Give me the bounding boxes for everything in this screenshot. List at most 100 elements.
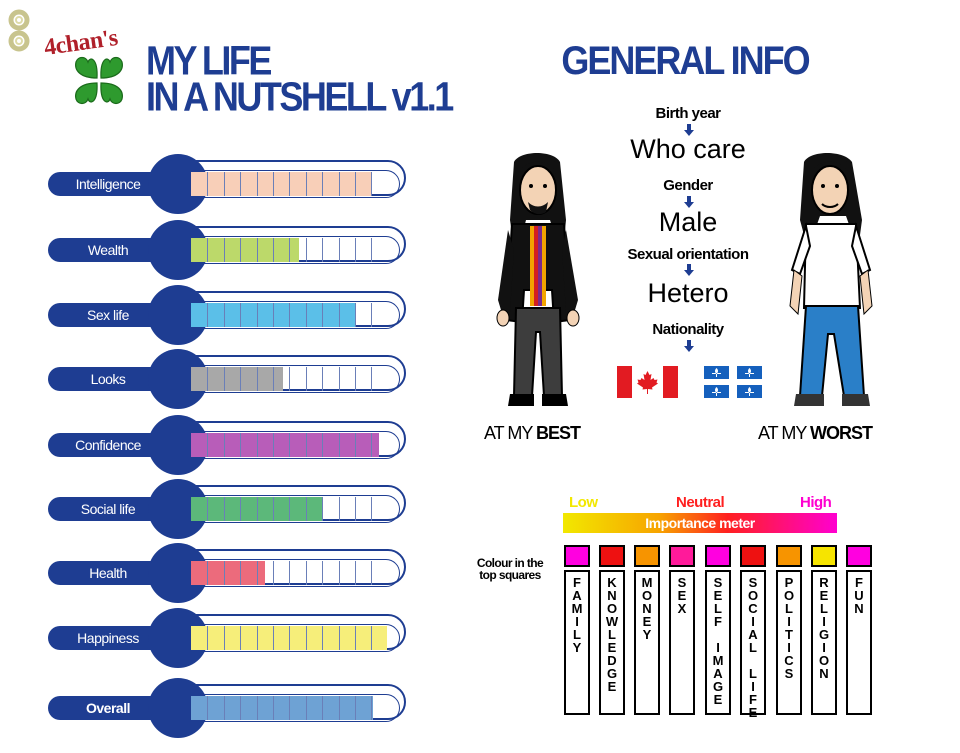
category-box bbox=[740, 570, 766, 715]
stat-segment-divider bbox=[305, 367, 307, 391]
stat-segment-divider bbox=[355, 238, 356, 262]
stat-segment-divider bbox=[256, 433, 258, 457]
category-label: K N O W L E D G E bbox=[605, 575, 619, 694]
stat-segment-divider bbox=[371, 696, 373, 720]
stat-segment-divider bbox=[371, 561, 373, 585]
stat-segment-divider bbox=[355, 561, 356, 585]
stat-label: Wealth bbox=[87, 242, 129, 258]
stat-segment-divider bbox=[305, 172, 307, 196]
stat-segment-divider bbox=[338, 497, 340, 521]
stat-segment-divider bbox=[223, 696, 225, 720]
stat-segment-divider bbox=[240, 238, 242, 262]
stat-segment-divider bbox=[305, 626, 307, 650]
stat-label: Overall bbox=[86, 700, 130, 716]
stat-segment-divider bbox=[289, 238, 291, 262]
stat-segment-divider bbox=[338, 626, 340, 650]
stat-segment-divider bbox=[207, 172, 209, 196]
stat-segment-divider bbox=[256, 561, 258, 585]
stat-segment-divider bbox=[207, 367, 209, 391]
category-column: M O N E Y bbox=[634, 545, 660, 715]
category-label: S E L F I M A G E bbox=[712, 575, 724, 707]
stat-segment-divider bbox=[355, 367, 356, 391]
corner-logo-icon bbox=[8, 9, 30, 52]
stat-row: Intelligence bbox=[48, 154, 410, 214]
stat-segment-divider bbox=[273, 561, 274, 585]
stat-segment-divider bbox=[355, 497, 356, 521]
category-label: S O C I A L L I F E bbox=[747, 575, 759, 720]
stat-segment-divider bbox=[207, 433, 209, 457]
stat-segment-divider bbox=[322, 238, 324, 262]
character-at-worst bbox=[789, 153, 873, 406]
stat-segment-divider bbox=[322, 303, 324, 327]
category-color-square[interactable] bbox=[705, 545, 731, 567]
stat-label: Sex life bbox=[87, 307, 129, 323]
stat-segment-divider bbox=[256, 497, 258, 521]
stat-segment-divider bbox=[273, 303, 274, 327]
stat-segment-divider bbox=[207, 696, 209, 720]
stat-fill bbox=[191, 696, 374, 720]
category-color-square[interactable] bbox=[776, 545, 802, 567]
category-box bbox=[776, 570, 802, 715]
stat-segment-divider bbox=[289, 433, 291, 457]
category-label: R E L I G I O N bbox=[818, 575, 830, 681]
category-label: F U N bbox=[854, 575, 864, 616]
stat-label: Happiness bbox=[77, 630, 139, 646]
stat-segment-divider bbox=[322, 433, 324, 457]
stat-label: Social life bbox=[80, 501, 136, 517]
nationality-label: Nationality bbox=[652, 321, 724, 338]
category-color-square[interactable] bbox=[634, 545, 660, 567]
stat-segment-divider bbox=[273, 433, 274, 457]
stat-segment-divider bbox=[289, 626, 291, 650]
stat-segment-divider bbox=[371, 433, 373, 457]
category-color-square[interactable] bbox=[669, 545, 695, 567]
stat-segment-divider bbox=[223, 367, 225, 391]
stat-segment-divider bbox=[256, 367, 258, 391]
meter-low-label: Low bbox=[569, 494, 598, 511]
stat-segment-divider bbox=[240, 497, 242, 521]
stat-label: Confidence bbox=[75, 437, 141, 453]
stat-segment-divider bbox=[355, 626, 356, 650]
arrow-down-icon bbox=[684, 196, 694, 208]
stat-segment-divider bbox=[207, 626, 209, 650]
category-color-square[interactable] bbox=[564, 545, 590, 567]
stat-fill bbox=[191, 172, 372, 196]
category-color-square[interactable] bbox=[599, 545, 625, 567]
birth-year-label: Birth year bbox=[655, 105, 721, 122]
stat-segment-divider bbox=[223, 497, 225, 521]
stat-segment-divider bbox=[338, 367, 340, 391]
meter-neutral-label: Neutral bbox=[676, 494, 725, 511]
stat-tube-inner bbox=[190, 559, 400, 587]
stat-segment-divider bbox=[305, 433, 307, 457]
stat-row: Wealth bbox=[48, 220, 410, 280]
stat-segment-divider bbox=[240, 561, 242, 585]
stat-label: Intelligence bbox=[75, 176, 141, 192]
category-color-square[interactable] bbox=[811, 545, 837, 567]
category-column: S O C I A L L I F E bbox=[740, 545, 766, 719]
category-column: K N O W L E D G E bbox=[599, 545, 625, 715]
category-color-square[interactable] bbox=[740, 545, 766, 567]
category-column: S E X bbox=[669, 545, 695, 715]
stat-segment-divider bbox=[240, 367, 242, 391]
stat-segment-divider bbox=[355, 172, 356, 196]
stat-segment-divider bbox=[256, 172, 258, 196]
stat-fill bbox=[191, 238, 299, 262]
orientation-value: Hetero bbox=[647, 278, 729, 308]
orientation-label: Sexual orientation bbox=[627, 246, 749, 263]
category-label: P O L I T I C S bbox=[783, 575, 795, 681]
gender-label: Gender bbox=[663, 177, 713, 194]
character-at-best bbox=[496, 153, 580, 406]
category-color-square[interactable] bbox=[846, 545, 872, 567]
stat-segment-divider bbox=[289, 367, 291, 391]
stat-segment-divider bbox=[289, 561, 291, 585]
category-box bbox=[705, 570, 731, 715]
stat-row: Confidence bbox=[48, 415, 410, 475]
page-title-line-2: IN A NUTSHELL v1.1 bbox=[146, 73, 454, 120]
stat-segment-divider bbox=[240, 172, 242, 196]
clover-logo-icon bbox=[75, 56, 123, 105]
stat-segment-divider bbox=[223, 238, 225, 262]
stat-segment-divider bbox=[273, 626, 274, 650]
category-column: P O L I T I C S bbox=[776, 545, 802, 715]
stat-segment-divider bbox=[371, 626, 373, 650]
at-worst-caption: AT MY WORST bbox=[758, 423, 873, 443]
stat-segment-divider bbox=[223, 303, 225, 327]
